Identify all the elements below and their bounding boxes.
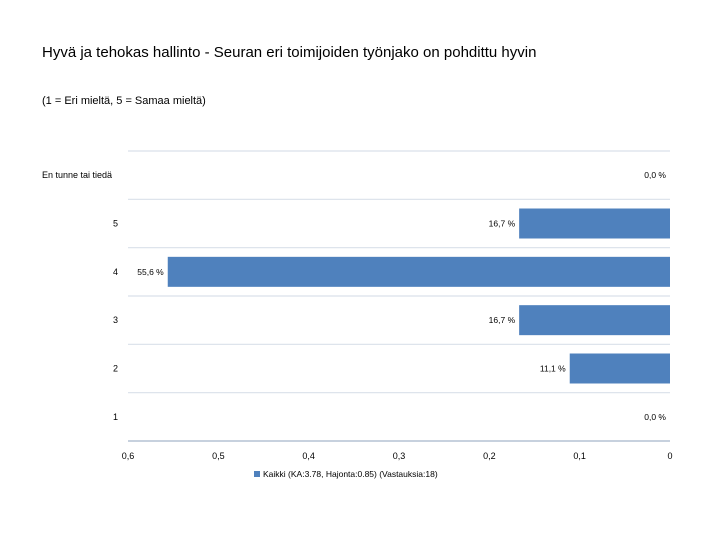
- category-label: 3: [113, 315, 118, 325]
- data-label: 0,0 %: [644, 412, 666, 422]
- x-tick-label: 0,5: [212, 451, 225, 461]
- bar: [569, 353, 670, 384]
- data-label: 55,6 %: [137, 267, 164, 277]
- legend-swatch: [254, 471, 260, 477]
- category-label: 5: [113, 219, 118, 229]
- x-tick-label: 0,1: [573, 451, 586, 461]
- category-label: 2: [113, 364, 118, 374]
- data-label: 16,7 %: [489, 219, 516, 229]
- chart-subtitle: (1 = Eri mieltä, 5 = Samaa mieltä): [42, 95, 206, 107]
- data-label: 11,1 %: [540, 364, 566, 374]
- x-tick-label: 0,4: [302, 451, 315, 461]
- bar: [519, 305, 670, 336]
- x-tick-label: 0,6: [122, 451, 135, 461]
- x-tick-label: 0: [667, 451, 672, 461]
- category-label: 1: [113, 412, 118, 422]
- x-tick-label: 0,3: [393, 451, 406, 461]
- x-tick-label: 0,2: [483, 451, 496, 461]
- data-label: 16,7 %: [489, 315, 516, 325]
- legend-label: Kaikki (KA:3.78, Hajonta:0.85) (Vastauks…: [263, 469, 438, 479]
- bar: [519, 208, 670, 239]
- category-label: En tunne tai tiedä: [42, 170, 112, 180]
- category-label: 4: [113, 267, 118, 277]
- legend: Kaikki (KA:3.78, Hajonta:0.85) (Vastauks…: [254, 469, 438, 479]
- data-label: 0,0 %: [644, 170, 666, 180]
- chart-title: Hyvä ja tehokas hallinto - Seuran eri to…: [42, 44, 537, 61]
- bar: [167, 256, 670, 287]
